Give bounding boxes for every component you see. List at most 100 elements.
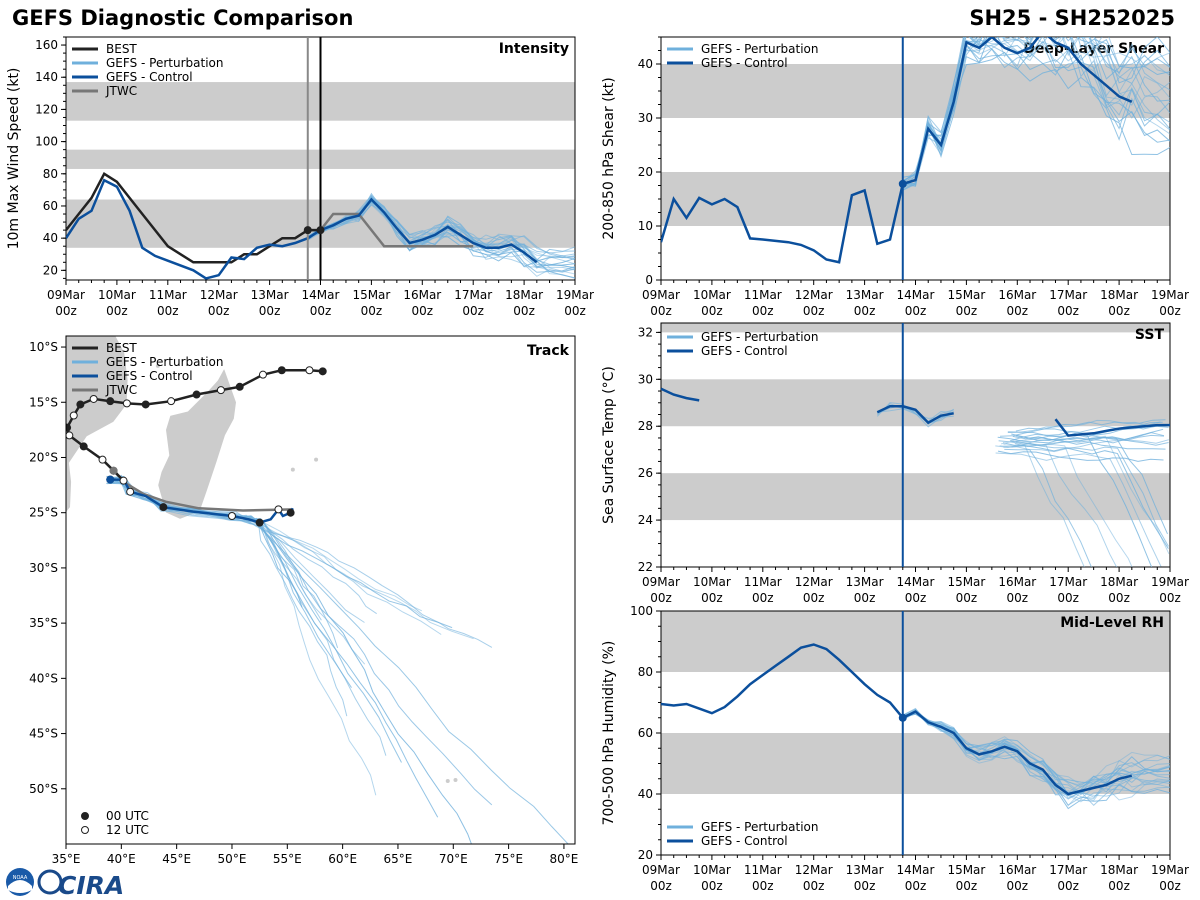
- island: [453, 777, 458, 782]
- sst-panel: 22 24 26 28 30 32 09Mar 00z 10Mar 00z 11Mar 00z 12Ma…: [601, 322, 1189, 605]
- shear-perturbation-line: [902, 44, 1170, 186]
- sst-control-line: [876, 405, 954, 425]
- rh-ytick-label: 80: [638, 665, 653, 679]
- track-best-point: [89, 394, 98, 403]
- rh-control-line: [661, 643, 1133, 796]
- track-best-point: [98, 455, 107, 464]
- rh-xtick-label: 00z: [1007, 879, 1029, 893]
- rh-perturbation-line: [902, 713, 1170, 794]
- rh-xtick-label: 00z: [803, 879, 825, 893]
- legend-label: GEFS - Control: [701, 344, 788, 358]
- rh-panel: 20 40 60 80 100 09Mar 00z 10Mar 00z 11Mar 00z 12Mar…: [601, 604, 1189, 893]
- intensity-xtick-label: 00z: [208, 304, 230, 318]
- intensity-plot-area: [66, 37, 575, 280]
- rh-ytick-label: 40: [638, 787, 653, 801]
- sst-ytick-label: 32: [638, 325, 653, 339]
- shear-xtick-label: 18Mar: [1100, 288, 1138, 302]
- rh-xtick-label: 12Mar: [795, 863, 833, 877]
- rh-xtick-label: 13Mar: [846, 863, 884, 877]
- track-control-point: [159, 503, 168, 512]
- track-plot-area: [66, 336, 569, 844]
- rh-xtick-label: 00z: [752, 879, 774, 893]
- legend-label: GEFS - Control: [701, 834, 788, 848]
- sst-perturbation-line: [1004, 448, 1092, 567]
- intensity-ylabel: 10m Max Wind Speed (kt): [6, 68, 22, 250]
- noaa-logo-text: NOAA: [13, 875, 28, 881]
- track-best-point: [69, 411, 78, 420]
- track-best-point: [216, 386, 225, 395]
- shear-ytick-label: 10: [638, 219, 653, 233]
- track-xtick-label: 80°E: [550, 852, 579, 866]
- intensity-xtick-label: 14Mar: [302, 288, 340, 302]
- rh-xtick-label: 19Mar: [1151, 863, 1189, 877]
- rh-perturbation-line: [902, 710, 1170, 786]
- track-ytick-label: 50°S: [29, 782, 58, 796]
- track-xtick-label: 70°E: [439, 852, 468, 866]
- track-control-point: [126, 487, 135, 496]
- rh-xtick-label: 00z: [650, 879, 672, 893]
- legend-label: GEFS - Perturbation: [701, 42, 818, 56]
- intensity-perturbation-line: [307, 198, 575, 277]
- track-control-point: [274, 505, 283, 514]
- track-ytick-label: 35°S: [29, 616, 58, 630]
- rh-xtick-label: 00z: [1108, 879, 1130, 893]
- intensity-xtick-label: 10Mar: [98, 288, 136, 302]
- sst-xtick-label: 00z: [1057, 591, 1079, 605]
- intensity-ytick-label: 120: [35, 102, 58, 116]
- sst-xtick-label: 18Mar: [1100, 575, 1138, 589]
- rh-xtick-label: 00z: [854, 879, 876, 893]
- rh-analysis-point: [898, 713, 907, 722]
- storm-id: SH25 - SH252025: [969, 6, 1175, 30]
- intensity-ytick-label: 100: [35, 135, 58, 149]
- shear-xtick-label: 09Mar: [642, 288, 680, 302]
- sst-xtick-label: 00z: [956, 591, 978, 605]
- track-best-point: [277, 366, 286, 375]
- shear-xtick-label: 00z: [1007, 304, 1029, 318]
- shear-plot-area: [661, 37, 1170, 280]
- shear-analysis-point: [898, 179, 907, 188]
- legend-label: GEFS - Control: [701, 56, 788, 70]
- rh-xtick-label: 00z: [905, 879, 927, 893]
- rh-ylabel: 700-500 hPa Humidity (%): [601, 641, 617, 826]
- sst-xtick-label: 00z: [1108, 591, 1130, 605]
- sst-xtick-label: 11Mar: [744, 575, 782, 589]
- legend-label: GEFS - Perturbation: [106, 355, 223, 369]
- intensity-xtick-label: 09Mar: [47, 288, 85, 302]
- rh-ytick-label: 20: [638, 848, 653, 862]
- track-xtick-label: 65°E: [384, 852, 413, 866]
- track-best-point: [305, 366, 314, 375]
- sst-ylabel: Sea Surface Temp (°C): [601, 366, 617, 524]
- intensity-xtick-label: 11Mar: [149, 288, 187, 302]
- legend-label: BEST: [106, 42, 137, 56]
- shear-perturbation-line: [902, 37, 1170, 191]
- legend-label: JTWC: [105, 84, 137, 98]
- track-best-point: [235, 382, 244, 391]
- sst-ytick-label: 30: [638, 372, 653, 386]
- sst-perturbation-line: [1002, 442, 1169, 549]
- rh-ytick-label: 60: [638, 726, 653, 740]
- rh-xtick-label: 00z: [1057, 879, 1079, 893]
- legend-label: JTWC: [105, 383, 137, 397]
- rh-xtick-label: 15Mar: [947, 863, 985, 877]
- sst-ytick-label: 26: [638, 466, 653, 480]
- intensity-best-line: [66, 172, 321, 264]
- shear-xtick-label: 19Mar: [1151, 288, 1189, 302]
- shear-xtick-label: 00z: [1159, 304, 1181, 318]
- rh-xtick-label: 00z: [1159, 879, 1181, 893]
- intensity-panel: 20 40 60 80 100 120 140 160 09Mar 00z 10Mar 00z 11Ma…: [6, 36, 594, 318]
- sst-perturbation-line: [1000, 440, 1133, 567]
- shear-xtick-label: 10Mar: [693, 288, 731, 302]
- track-best-point: [66, 431, 74, 440]
- africa-land: [66, 336, 129, 514]
- intensity-best-point: [303, 226, 312, 235]
- sst-ytick-label: 24: [638, 513, 653, 527]
- sst-xtick-label: 10Mar: [693, 575, 731, 589]
- legend-label: GEFS - Perturbation: [701, 330, 818, 344]
- track-best-point: [258, 370, 267, 379]
- track-perturbation-line: [107, 478, 569, 844]
- track-xtick-label: 50°E: [218, 852, 247, 866]
- intensity-ytick-label: 60: [43, 199, 58, 213]
- shear-xtick-label: 00z: [701, 304, 723, 318]
- track-xtick-label: 55°E: [273, 852, 302, 866]
- track-perturbation-line: [108, 477, 493, 806]
